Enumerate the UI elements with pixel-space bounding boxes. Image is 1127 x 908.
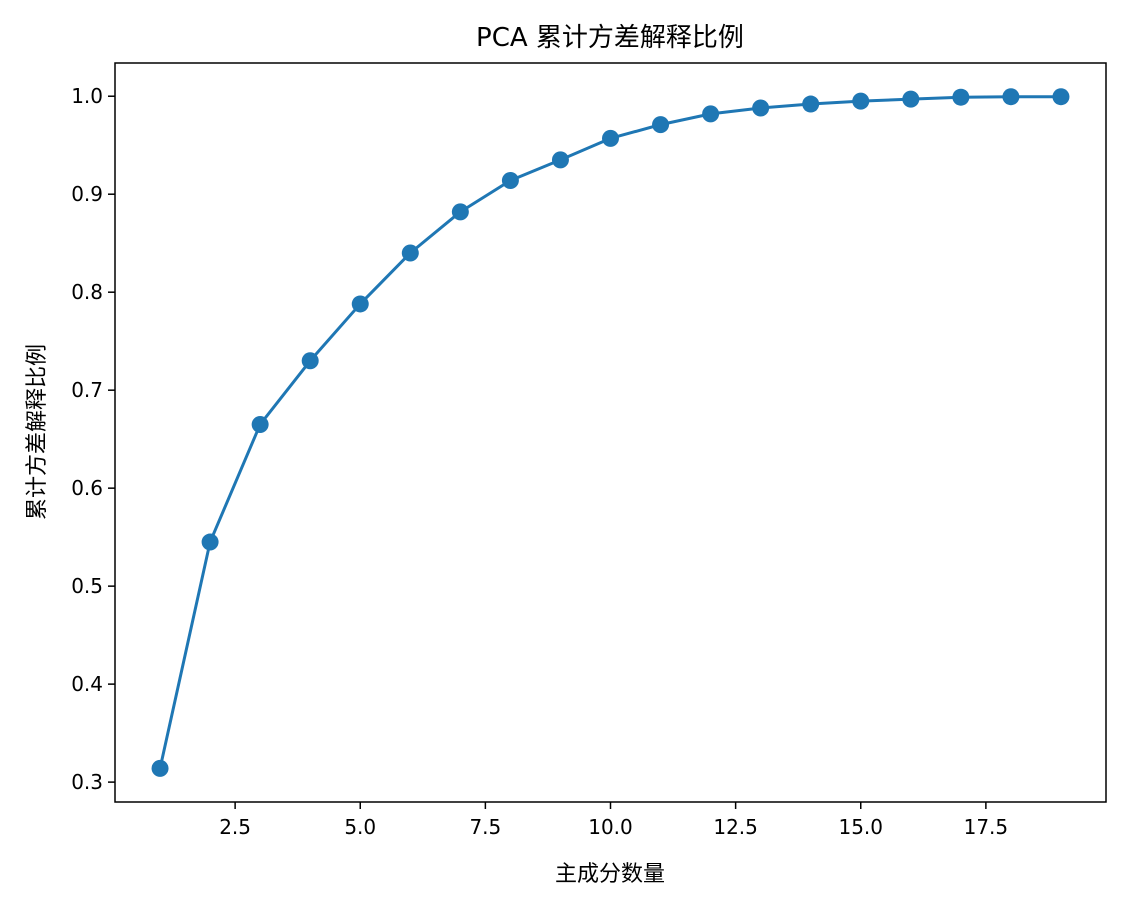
plot-area-frame bbox=[114, 62, 1107, 803]
data-point bbox=[151, 759, 169, 777]
x-tick-label: 7.5 bbox=[469, 815, 501, 839]
y-tick-label: 0.3 bbox=[71, 770, 103, 794]
data-point bbox=[1052, 88, 1070, 106]
data-point bbox=[702, 105, 720, 123]
x-tick-label: 2.5 bbox=[219, 815, 251, 839]
y-tick-label: 0.9 bbox=[71, 182, 103, 206]
data-point bbox=[802, 95, 820, 113]
data-point bbox=[602, 129, 619, 147]
chart-title: PCA 累计方差解释比例 bbox=[476, 23, 744, 53]
y-tick-label: 0.6 bbox=[71, 476, 103, 500]
y-axis-title: 累计方差解释比例 bbox=[25, 344, 50, 520]
x-tick-label: 10.0 bbox=[588, 815, 633, 839]
x-tick-label: 5.0 bbox=[344, 815, 376, 839]
x-tick-label: 12.5 bbox=[713, 815, 758, 839]
data-point bbox=[251, 415, 269, 433]
series-markers bbox=[151, 88, 1070, 777]
data-point bbox=[952, 88, 970, 106]
data-point bbox=[1002, 88, 1020, 106]
data-point bbox=[652, 116, 670, 134]
y-tick-label: 0.4 bbox=[71, 672, 103, 696]
data-point bbox=[551, 151, 569, 169]
x-tick-label: 15.0 bbox=[838, 815, 883, 839]
data-point bbox=[752, 99, 770, 117]
data-point bbox=[451, 203, 469, 221]
x-axis-title: 主成分数量 bbox=[555, 862, 665, 887]
data-point bbox=[852, 92, 870, 110]
x-tick-label: 17.5 bbox=[964, 815, 1009, 839]
y-tick-label: 1.0 bbox=[71, 84, 103, 108]
y-tick-label: 0.8 bbox=[71, 280, 103, 304]
data-point bbox=[351, 295, 369, 313]
y-axis: 0.3 0.4 0.5 0.6 0.7 0.8 0.9 1.0 bbox=[71, 84, 115, 794]
data-point bbox=[301, 352, 319, 370]
y-tick-label: 0.5 bbox=[71, 574, 103, 598]
y-tick-label: 0.7 bbox=[71, 378, 103, 402]
data-point bbox=[401, 244, 419, 262]
x-axis: 2.5 5.0 7.5 10.0 12.5 15.0 17.5 bbox=[219, 802, 1008, 839]
data-point bbox=[902, 90, 920, 108]
cumulative-variance-line bbox=[158, 95, 1061, 769]
data-point bbox=[501, 171, 519, 189]
data-point bbox=[201, 533, 219, 551]
